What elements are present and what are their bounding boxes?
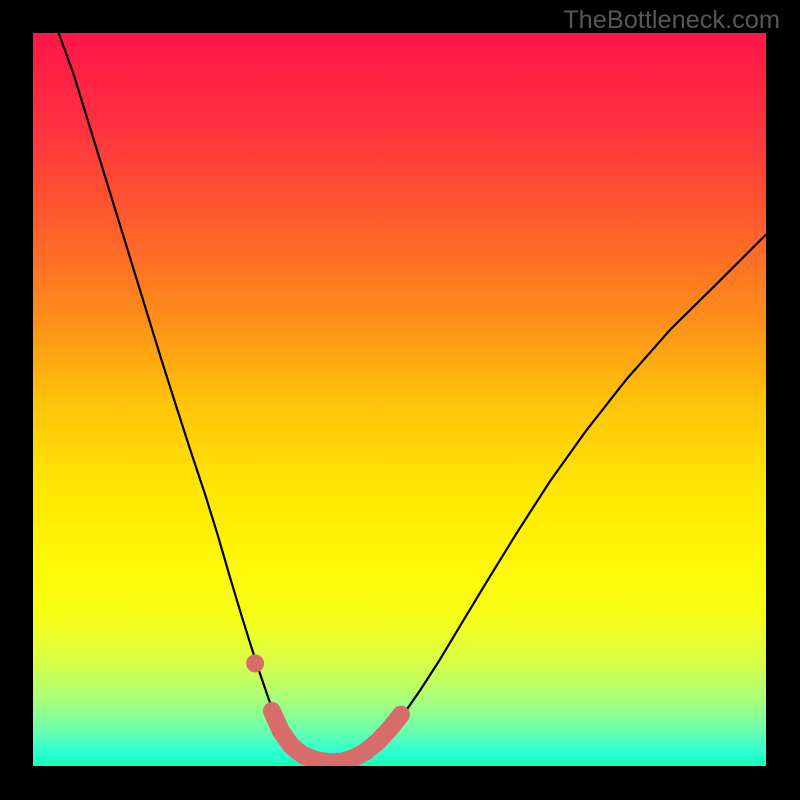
figure-root: { "figure": { "width_px": 800, "height_p… [0, 0, 800, 800]
watermark-text: TheBottleneck.com [563, 6, 780, 35]
plot-area [33, 33, 766, 766]
gradient-background [33, 33, 766, 766]
